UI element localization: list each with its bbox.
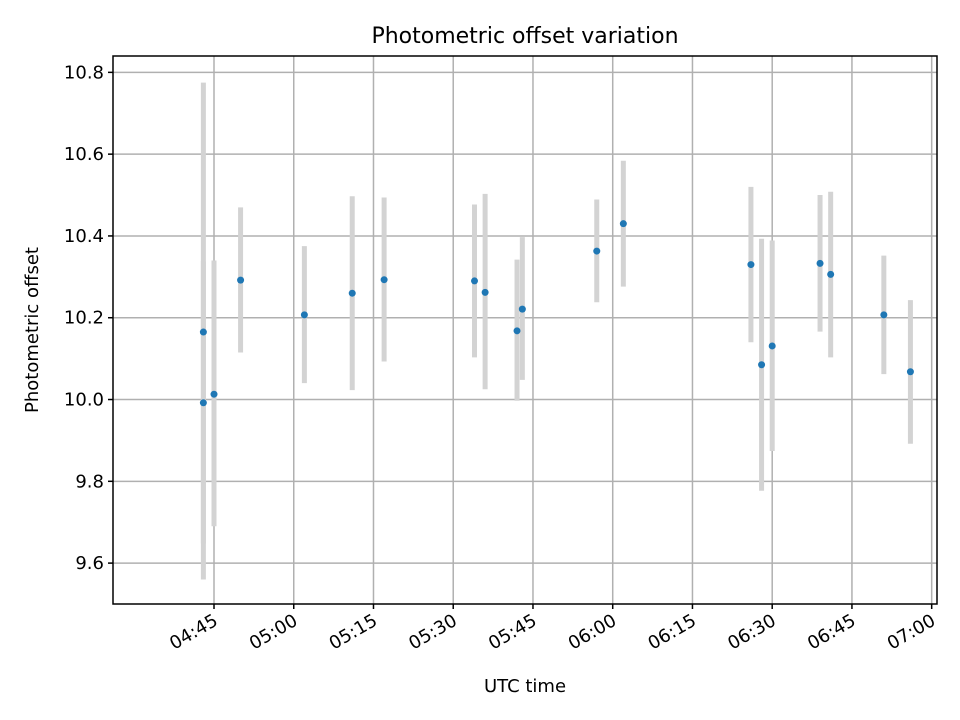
data-point (816, 259, 824, 267)
data-point (880, 311, 888, 319)
data-point (481, 288, 489, 296)
data-point (470, 277, 478, 285)
data-point (199, 328, 207, 336)
data-point (619, 220, 627, 228)
data-point (348, 289, 356, 297)
data-point (513, 327, 521, 335)
data-point (906, 368, 914, 376)
data-point (300, 311, 308, 319)
grid (113, 56, 937, 604)
y-tick-label: 10.8 (64, 62, 104, 83)
y-tick-label: 10.6 (64, 144, 104, 165)
data-point (199, 399, 207, 407)
data-point (210, 390, 218, 398)
y-tick-label: 9.6 (75, 553, 104, 574)
data-points (199, 220, 914, 407)
data-point (747, 261, 755, 269)
x-axis-label: UTC time (484, 676, 566, 697)
data-point (593, 247, 601, 255)
y-axis-label: Photometric offset (22, 247, 43, 413)
data-point (380, 276, 388, 284)
plot-frame (112, 55, 938, 605)
data-point (518, 305, 526, 313)
y-tick-label: 10.0 (64, 390, 104, 411)
y-tick-label: 9.8 (75, 471, 104, 492)
y-tick-label: 10.2 (64, 308, 104, 329)
data-point (827, 270, 835, 278)
data-point (768, 342, 776, 350)
chart-title: Photometric offset variation (371, 24, 678, 49)
data-point (758, 361, 766, 369)
data-point (237, 276, 245, 284)
y-tick-label: 10.4 (64, 226, 104, 247)
